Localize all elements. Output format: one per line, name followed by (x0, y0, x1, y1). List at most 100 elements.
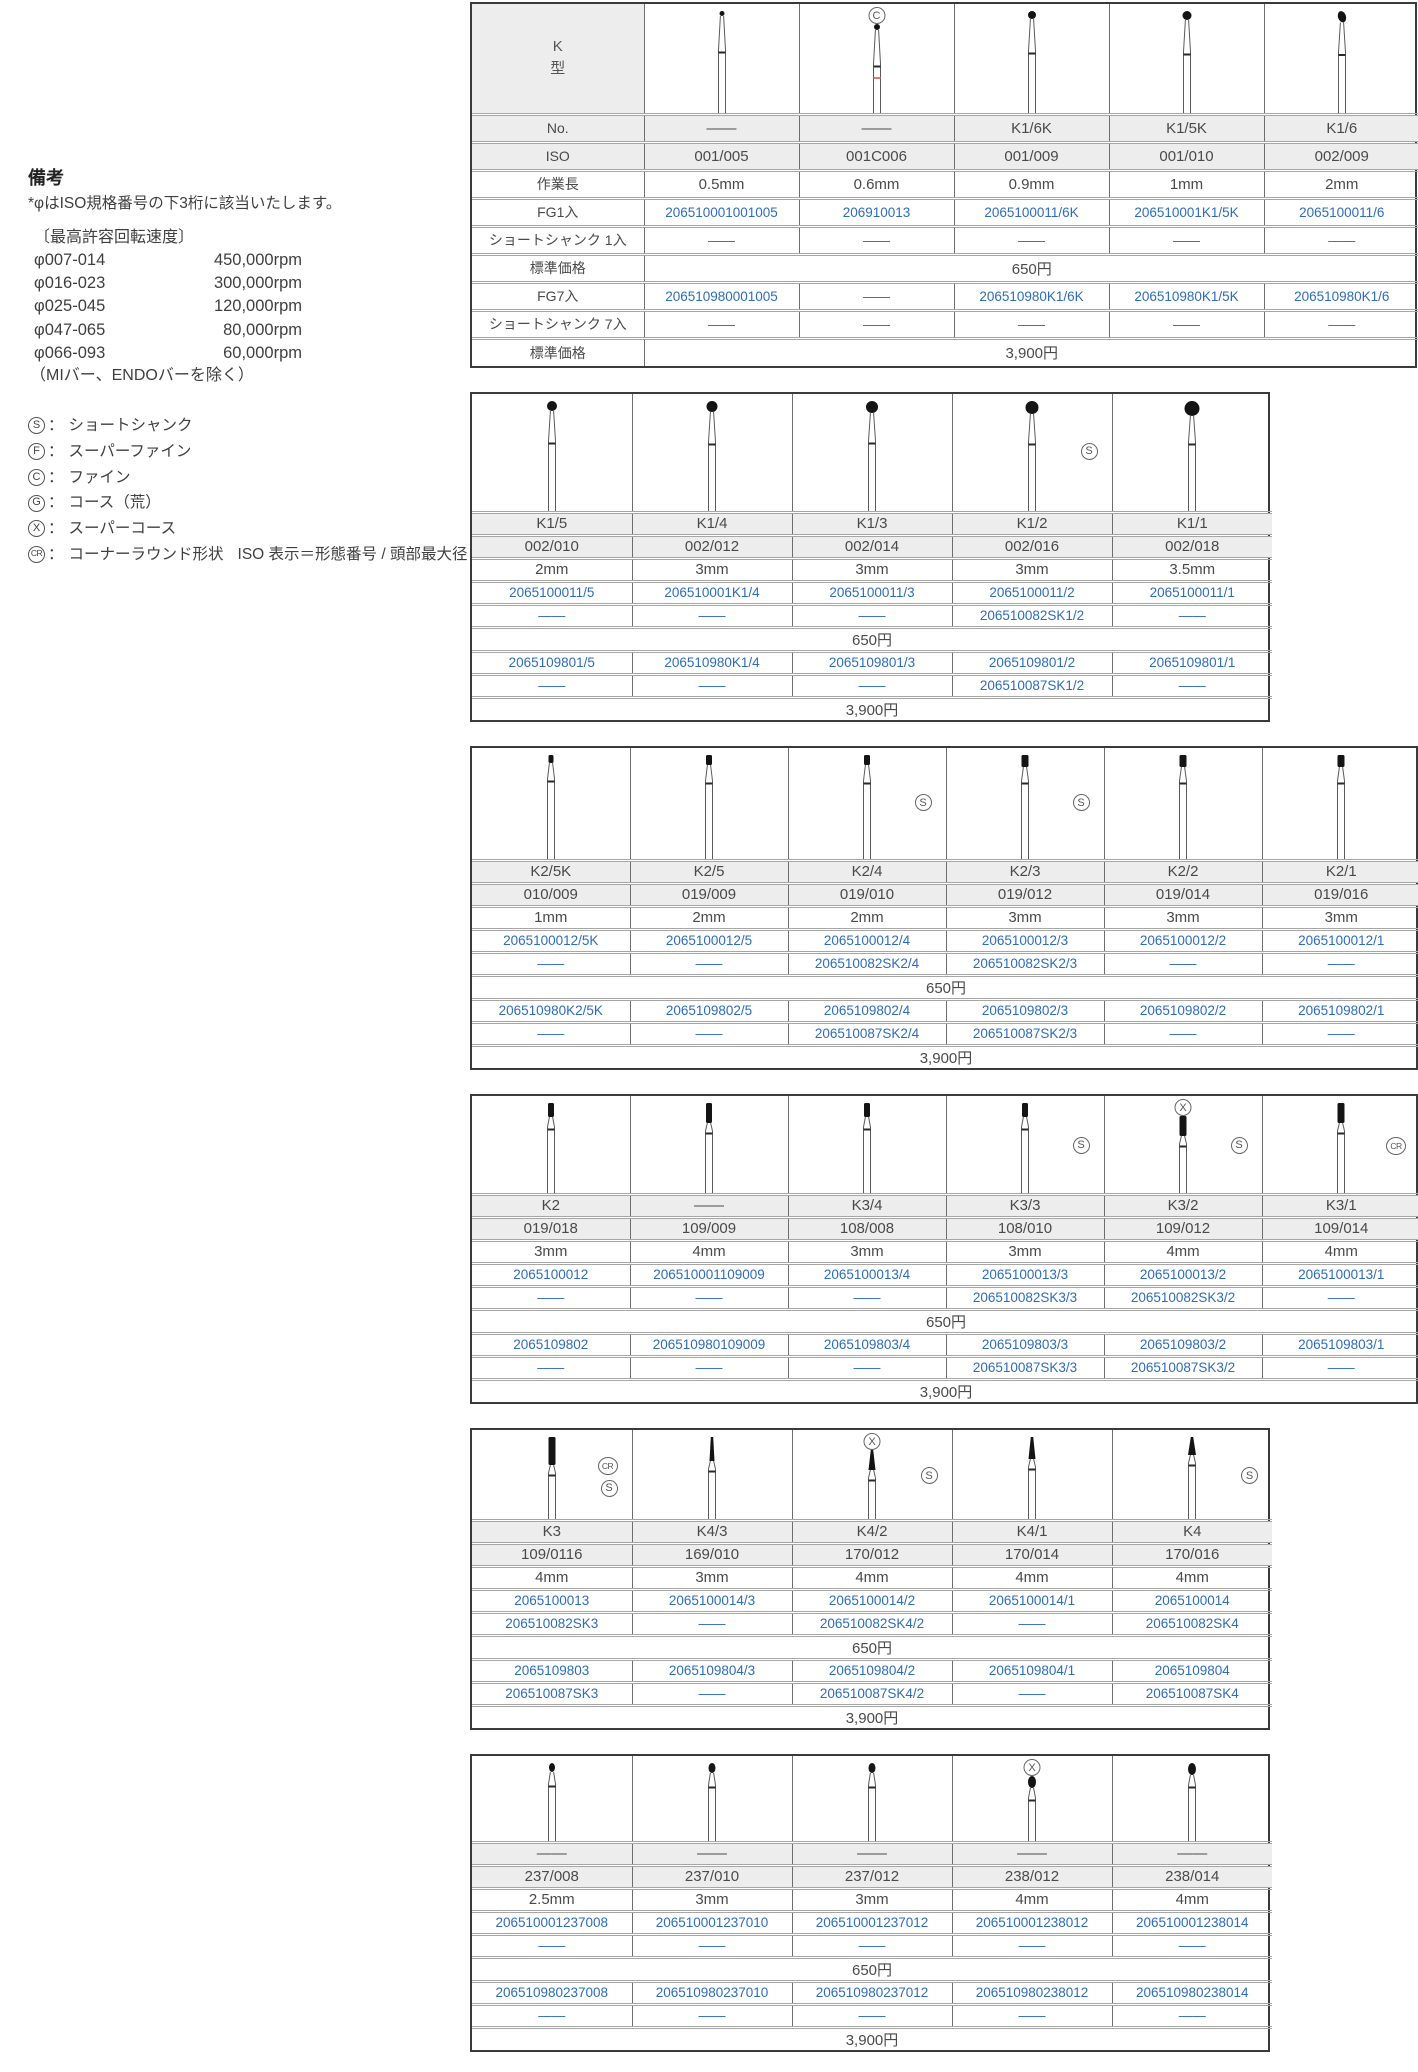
no-cell: ―― (631, 1840, 793, 1867)
length-cell: 2mm (629, 904, 789, 931)
no-cell: K1/5 (472, 510, 633, 537)
shortshank7-code-cell: ―― (472, 1020, 631, 1047)
fg1-code-cell: 2065100014/1 (951, 1587, 1113, 1614)
shortshank1-code-cell: ―― (629, 1284, 789, 1311)
length-cell: 3mm (631, 1886, 793, 1913)
speed-item: φ016-023 300,000rpm (34, 272, 464, 295)
bur-figure (1103, 748, 1263, 861)
bur-figure (472, 394, 633, 513)
legend-text: スーパーファイン (68, 442, 192, 460)
price-row: 3,900円 (472, 1377, 1418, 1402)
legend-colon: ： (48, 545, 64, 563)
no-cell: K3/3 (945, 1192, 1105, 1219)
no-cell: K2 (472, 1192, 631, 1219)
s-mark-icon: S (1230, 1136, 1248, 1154)
fg7-code-cell: 2065109801/2 (951, 649, 1113, 676)
fg1-code-cell: 2065100013/3 (945, 1261, 1105, 1288)
length-cell: 3mm (791, 556, 953, 583)
shortshank7-code-cell: ―― (643, 308, 800, 340)
short1-row: ―― ―― 206510082SK2/4 206510082SK2/3 ―― ―― (472, 950, 1418, 977)
price-row: 3,900円 (472, 1043, 1418, 1068)
shortshank1-code-cell: ―― (787, 1284, 947, 1311)
bur-figure: S (787, 748, 947, 861)
bur-figure: CR (1261, 1096, 1418, 1195)
fg1-code-cell: 2065100014 (1111, 1587, 1272, 1614)
shortshank7-code-cell: ―― (1111, 672, 1272, 699)
price-pack7-cell: 3,900円 (643, 336, 1418, 366)
x-mark-icon: X (1023, 1759, 1041, 1776)
legend-colon: ： (48, 417, 64, 435)
shortshank1-code-cell: ―― (472, 950, 631, 977)
short1-row: ―― ―― ―― 206510082SK3/3 206510082SK3/2 ―― (472, 1284, 1418, 1311)
iso-cell: 019/009 (629, 881, 789, 908)
length-row: 2mm 3mm 3mm 3mm 3.5mm (472, 556, 1272, 583)
shortshank7-code-cell: ―― (1263, 308, 1418, 340)
c-symbol-icon: C (28, 468, 45, 486)
length-row: 3mm 4mm 3mm 3mm 4mm 4mm (472, 1238, 1418, 1265)
price-pack7-cell: 3,900円 (472, 1043, 1418, 1068)
iso-cell: 238/014 (1111, 1863, 1272, 1890)
price-row: 3,900円 (472, 1703, 1272, 1728)
bur-figure (631, 394, 793, 513)
k3-k4-table: CR S X S S K3 K4/3 K4/2 K4/1 K4 109/0116 169/010 170… (470, 1428, 1272, 1730)
fg1-code-cell: 206510001237010 (631, 1909, 793, 1936)
shortshank7-code-cell: ―― (629, 1020, 789, 1047)
bur-figure: X (951, 1756, 1113, 1843)
speed-note: （MIバー、ENDOバーを除く） (30, 366, 254, 384)
fg1-code-cell: 2065100011/3 (791, 579, 953, 606)
no-cell: K1/1 (1111, 510, 1272, 537)
price-row: 650円 (472, 1633, 1272, 1661)
length-cell: 4mm (1111, 1564, 1272, 1591)
x-symbol-icon: X (28, 520, 45, 538)
shortshank7-code-cell: ―― (798, 308, 955, 340)
fg1-code-cell: 2065100012/2 (1103, 927, 1263, 954)
bur-figure (791, 394, 953, 513)
fg1-code-cell: 206510001238012 (951, 1909, 1113, 1936)
shortshank7-code-cell: ―― (1103, 1020, 1263, 1047)
fg1-code-cell: 206510001K1/4 (631, 579, 793, 606)
shortshank7-code-cell: ―― (1108, 308, 1265, 340)
shortshank7-code-cell: ―― (472, 1354, 631, 1381)
no-cell: K3 (472, 1518, 633, 1545)
length-cell: 3mm (631, 1564, 793, 1591)
shortshank1-code-cell: ―― (631, 602, 793, 629)
fg7-code-cell: 206510980109009 (629, 1331, 789, 1358)
k2-cylinder-table: S S K2/5K K2/5 K2/4 K2/3 K2/2 K2/1 010/009 019/00… (470, 746, 1418, 1070)
length-cell: 0.9mm (953, 168, 1110, 200)
fg7-code-cell: 2065109804 (1111, 1657, 1272, 1684)
length-cell: 4mm (951, 1564, 1113, 1591)
legend-list: S ： ショートシャンク F ： スーパーファイン C ： ファイン G ： コ… (28, 415, 467, 565)
speed-item: φ047-065 80,000rpm (34, 319, 464, 342)
no-cell: ―― (1111, 1840, 1272, 1867)
bur-image-row: CR S X S S (472, 1430, 1272, 1521)
s-mark-icon: S (600, 1479, 618, 1497)
fg7-code-cell: 2065109802/2 (1103, 997, 1263, 1024)
legend-colon: ： (48, 442, 64, 460)
shortshank1-code-cell: ―― (1261, 950, 1418, 977)
max-rpm: 120,000rpm (213, 297, 302, 316)
length-cell: 4mm (629, 1238, 789, 1265)
fg7-code-cell: 206510980237012 (791, 1979, 953, 2006)
price-pack7-cell: 3,900円 (472, 1703, 1272, 1728)
shortshank7-code-cell: ―― (472, 2002, 633, 2029)
fg7-row: 206510980K2/5K 2065109802/5 2065109802/4 20… (472, 997, 1418, 1024)
legend-text: コース（荒） (68, 494, 161, 512)
no-cell: K2/4 (787, 858, 947, 885)
fg1-row: 2065100013 2065100014/3 2065100014/2 206510… (472, 1587, 1272, 1614)
price-row: 650円 (472, 1955, 1272, 1983)
bur-image-row: X (472, 1756, 1272, 1843)
price-row: 650円 (472, 625, 1272, 653)
short7-row: 206510087SK3 ―― 206510087SK4/2 ―― 206510087S… (472, 1680, 1272, 1707)
shortshank7-code-cell: ―― (1261, 1020, 1418, 1047)
iso-cell: 002/016 (951, 533, 1113, 560)
length-cell: 2mm (472, 556, 633, 583)
bur-figure (953, 4, 1110, 115)
bur-figure (1111, 1756, 1272, 1843)
fg1-code-cell: 2065100012/4 (787, 927, 947, 954)
legend-item: S ： ショートシャンク (28, 415, 464, 437)
fg7-code-cell: 2065109801/1 (1111, 649, 1272, 676)
iso-cell: 002/018 (1111, 533, 1272, 560)
legend-item: C ： ファイン (28, 467, 464, 489)
price-row: 標準価格 650円 (472, 252, 1418, 284)
max-rpm: 60,000rpm (223, 343, 302, 362)
